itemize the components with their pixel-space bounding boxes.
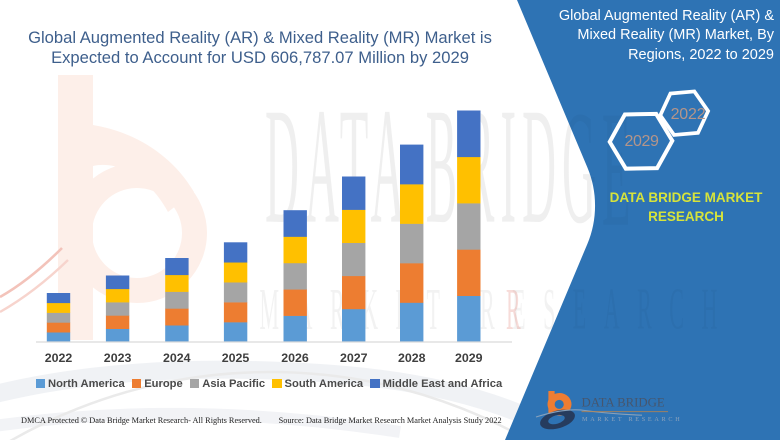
- svg-text:DATA BRIDGE: DATA BRIDGE: [582, 395, 665, 409]
- svg-text:MARKET RESEARCH: MARKET RESEARCH: [582, 416, 682, 423]
- svg-text:MARKET RESEARCH: MARKET RESEARCH: [260, 275, 735, 341]
- svg-text:DATA BRIDGE: DATA BRIDGE: [265, 78, 637, 262]
